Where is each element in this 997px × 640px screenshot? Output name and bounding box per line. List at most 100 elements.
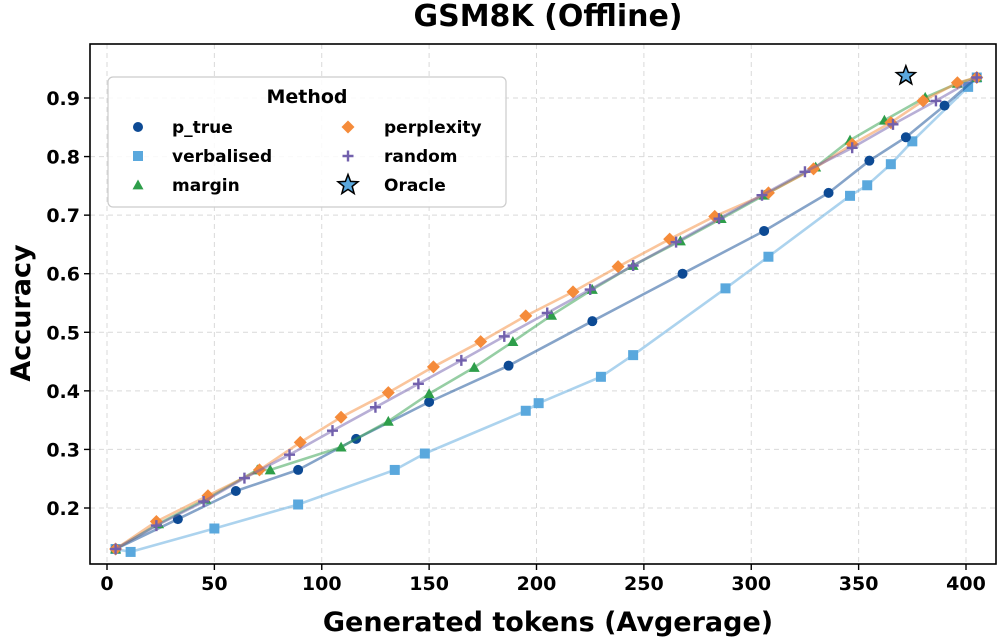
legend-label-perplexity: perplexity: [384, 118, 482, 138]
data-point-random: [930, 95, 942, 107]
x-tick-label: 400: [946, 573, 986, 595]
data-point-verbalised: [389, 464, 400, 475]
data-point-perplexity: [611, 260, 625, 274]
data-point-random: [198, 496, 210, 508]
legend-marker-margin: [132, 179, 144, 190]
data-point-p_true: [677, 268, 688, 279]
x-tick-label: 100: [302, 573, 342, 595]
x-tick-label: 350: [839, 573, 879, 595]
data-point-random: [541, 307, 553, 319]
data-point-perplexity: [916, 94, 930, 108]
legend-items: p_true verbalised margin perplexity random Or…: [132, 118, 482, 196]
legend-label-p_true: p_true: [172, 118, 233, 138]
data-point-random: [238, 472, 250, 484]
legend-marker-random: [342, 150, 354, 162]
x-tick-label: 300: [731, 573, 771, 595]
y-tick-label: 0.3: [46, 439, 80, 461]
legend-marker-oracle: [335, 172, 361, 196]
legend-label-verbalised: verbalised: [172, 147, 272, 167]
data-point-random: [412, 378, 424, 390]
y-tick-label: 0.8: [46, 147, 80, 169]
data-point-margin: [507, 336, 519, 347]
data-point-margin: [546, 309, 558, 320]
data-point-p_true: [587, 316, 598, 327]
y-tick-label: 0.2: [46, 498, 80, 520]
data-point-random: [584, 284, 596, 296]
legend-marker-p_true: [133, 122, 143, 132]
series-layer: [109, 63, 984, 557]
y-tick-label: 0.7: [46, 205, 80, 227]
data-point-verbalised: [628, 350, 639, 361]
legend-title: Method: [266, 86, 347, 108]
grid: [90, 44, 996, 564]
data-point-verbalised: [125, 546, 136, 557]
data-point-random: [756, 189, 768, 201]
data-point-p_true: [230, 486, 241, 497]
data-point-p_true: [503, 360, 514, 371]
data-point-random: [846, 142, 858, 154]
x-tick-label: 0: [100, 573, 113, 595]
data-point-verbalised: [862, 180, 873, 191]
legend-label-margin: margin: [172, 176, 240, 196]
data-point-margin: [335, 441, 347, 452]
legend-marker-perplexity: [341, 120, 355, 134]
data-point-margin: [423, 388, 435, 399]
data-point-margin: [468, 361, 480, 372]
data-point-random: [670, 236, 682, 248]
x-axis-label: Generated tokens (Avgerage): [323, 607, 773, 638]
data-point-p_true: [823, 187, 834, 198]
legend: Method p_true verbalised margin perplexity r…: [107, 76, 507, 208]
data-point-verbalised: [533, 398, 544, 409]
data-point-verbalised: [595, 371, 606, 382]
data-point-verbalised: [907, 136, 918, 147]
data-point-p_true: [864, 155, 875, 166]
y-tick-label: 0.6: [46, 264, 80, 286]
y-tick-label: 0.9: [46, 88, 80, 110]
legend-marker-verbalised: [133, 151, 143, 161]
data-point-margin: [264, 464, 276, 475]
legend-label-random: random: [384, 147, 458, 167]
data-point-random: [326, 425, 338, 437]
data-point-verbalised: [293, 499, 304, 510]
data-point-verbalised: [963, 81, 974, 92]
data-point-p_true: [293, 464, 304, 475]
data-point-verbalised: [845, 190, 856, 201]
data-point-verbalised: [209, 523, 220, 534]
data-point-p_true: [424, 396, 435, 407]
data-point-verbalised: [419, 448, 430, 459]
data-point-p_true: [939, 100, 950, 111]
data-point-random: [150, 520, 162, 532]
data-point-verbalised: [520, 405, 531, 416]
x-tick-label: 250: [624, 573, 664, 595]
data-point-verbalised: [885, 159, 896, 170]
x-tick-label: 50: [201, 573, 227, 595]
x-tick-label: 200: [517, 573, 557, 595]
data-point-verbalised: [720, 283, 731, 294]
x-tick-label: 150: [409, 573, 449, 595]
axis-ticks: 0 50 100 150 200 250 300 350 400 0.2 0.3 0.4 0.5 0.6 0…: [46, 88, 986, 595]
plot-frame: [89, 43, 997, 565]
y-tick-label: 0.5: [46, 322, 80, 344]
data-point-p_true: [900, 132, 911, 143]
data-point-random: [369, 401, 381, 413]
data-point-random: [455, 354, 467, 366]
data-point-random: [498, 330, 510, 342]
data-point-random: [110, 543, 122, 555]
data-point-perplexity: [566, 285, 580, 299]
data-point-perplexity: [474, 335, 488, 349]
chart-title: GSM8K (Offline): [413, 0, 682, 34]
data-point-random: [799, 166, 811, 178]
data-point-margin: [382, 415, 394, 426]
legend-label-oracle: Oracle: [384, 176, 446, 196]
oracle-point: [894, 63, 918, 86]
data-point-perplexity: [426, 360, 440, 374]
series-random: [110, 72, 983, 555]
data-point-random: [627, 260, 639, 272]
legend-box: [107, 76, 507, 208]
data-point-perplexity: [334, 410, 348, 424]
y-tick-label: 0.4: [46, 381, 80, 403]
data-point-verbalised: [763, 251, 774, 262]
data-point-perplexity: [381, 386, 395, 400]
data-point-p_true: [759, 225, 770, 236]
